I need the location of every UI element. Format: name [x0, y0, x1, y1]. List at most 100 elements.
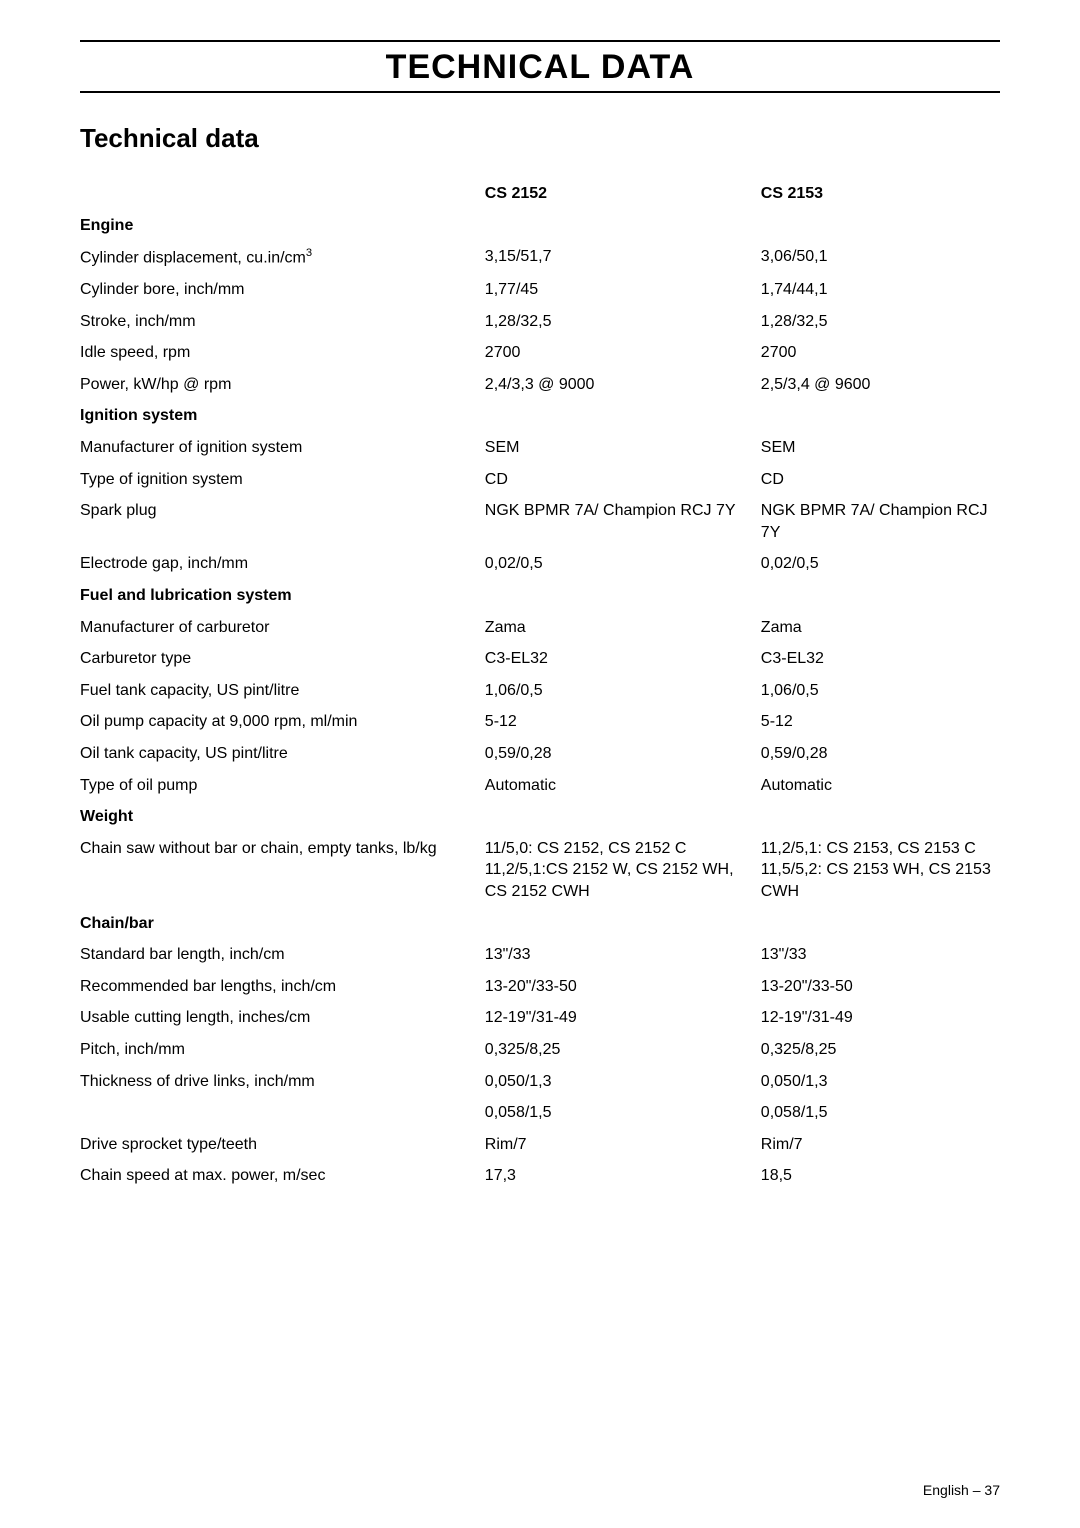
main-title: TECHNICAL DATA — [80, 42, 1000, 91]
section-row: Engine — [80, 210, 1000, 242]
row-col2: 0,058/1,5 — [761, 1097, 1000, 1129]
header-col2: CS 2153 — [761, 178, 1000, 210]
section-title: Engine — [80, 210, 1000, 242]
row-label — [80, 1097, 485, 1129]
row-col1: 1,06/0,5 — [485, 675, 761, 707]
table-row: Pitch, inch/mm0,325/8,250,325/8,25 — [80, 1034, 1000, 1066]
row-col1: 12-19"/31-49 — [485, 1002, 761, 1034]
row-label: Manufacturer of carburetor — [80, 612, 485, 644]
row-col1: 1,28/32,5 — [485, 306, 761, 338]
row-label: Cylinder displacement, cu.in/cm3 — [80, 241, 485, 274]
table-row: Type of oil pumpAutomaticAutomatic — [80, 770, 1000, 802]
section-title: Ignition system — [80, 400, 1000, 432]
row-col1: Rim/7 — [485, 1129, 761, 1161]
section-title: Fuel and lubrication system — [80, 580, 1000, 612]
section-title: Chain/bar — [80, 908, 1000, 940]
row-col1: Zama — [485, 612, 761, 644]
row-label: Carburetor type — [80, 643, 485, 675]
row-label: Idle speed, rpm — [80, 337, 485, 369]
section-row: Ignition system — [80, 400, 1000, 432]
header-label — [80, 178, 485, 210]
row-col2: 13"/33 — [761, 939, 1000, 971]
footer-page: 37 — [984, 1482, 1000, 1498]
section-row: Fuel and lubrication system — [80, 580, 1000, 612]
row-col1: 17,3 — [485, 1160, 761, 1192]
row-label: Pitch, inch/mm — [80, 1034, 485, 1066]
page: TECHNICAL DATA Technical data CS 2152CS … — [0, 0, 1080, 1528]
row-col1: 11/5,0: CS 2152, CS 2152 C 11,2/5,1:CS 2… — [485, 833, 761, 908]
row-col2: 18,5 — [761, 1160, 1000, 1192]
row-label: Oil tank capacity, US pint/litre — [80, 738, 485, 770]
row-col1: 2700 — [485, 337, 761, 369]
row-col1: NGK BPMR 7A/ Champion RCJ 7Y — [485, 495, 761, 548]
title-rule — [80, 91, 1000, 93]
table-row: Drive sprocket type/teethRim/7Rim/7 — [80, 1129, 1000, 1161]
row-col2: 2700 — [761, 337, 1000, 369]
row-col2: 0,02/0,5 — [761, 548, 1000, 580]
footer-lang: English — [923, 1482, 969, 1498]
page-footer: English – 37 — [923, 1482, 1000, 1498]
row-label: Stroke, inch/mm — [80, 306, 485, 338]
row-col2: 2,5/3,4 @ 9600 — [761, 369, 1000, 401]
row-col1: 2,4/3,3 @ 9000 — [485, 369, 761, 401]
table-row: Usable cutting length, inches/cm12-19"/3… — [80, 1002, 1000, 1034]
footer-sep: – — [969, 1482, 985, 1498]
row-label: Type of oil pump — [80, 770, 485, 802]
table-row: Recommended bar lengths, inch/cm 13-20"/3… — [80, 971, 1000, 1003]
row-label: Oil pump capacity at 9,000 rpm, ml/min — [80, 706, 485, 738]
table-row: Chain speed at max. power, m/sec17,318,5 — [80, 1160, 1000, 1192]
row-col2: 1,74/44,1 — [761, 274, 1000, 306]
table-row: Idle speed, rpm27002700 — [80, 337, 1000, 369]
table-row: 0,058/1,50,058/1,5 — [80, 1097, 1000, 1129]
row-col1: Automatic — [485, 770, 761, 802]
row-label: Drive sprocket type/teeth — [80, 1129, 485, 1161]
row-col2: Zama — [761, 612, 1000, 644]
section-row: Weight — [80, 801, 1000, 833]
table-row: Manufacturer of ignition systemSEMSEM — [80, 432, 1000, 464]
row-col2: NGK BPMR 7A/ Champion RCJ 7Y — [761, 495, 1000, 548]
section-row: Chain/bar — [80, 908, 1000, 940]
row-col2: Automatic — [761, 770, 1000, 802]
table-row: Fuel tank capacity, US pint/litre1,06/0,… — [80, 675, 1000, 707]
row-col2: 5-12 — [761, 706, 1000, 738]
table-row: Oil pump capacity at 9,000 rpm, ml/min5-… — [80, 706, 1000, 738]
row-col2: C3-EL32 — [761, 643, 1000, 675]
row-col1: 1,77/45 — [485, 274, 761, 306]
row-label: Cylinder bore, inch/mm — [80, 274, 485, 306]
spec-table: CS 2152CS 2153EngineCylinder displacemen… — [80, 178, 1000, 1192]
row-label: Manufacturer of ignition system — [80, 432, 485, 464]
row-col2: SEM — [761, 432, 1000, 464]
table-row: Carburetor typeC3-EL32C3-EL32 — [80, 643, 1000, 675]
row-label: Power, kW/hp @ rpm — [80, 369, 485, 401]
row-label: Spark plug — [80, 495, 485, 548]
table-row: Power, kW/hp @ rpm2,4/3,3 @ 90002,5/3,4 … — [80, 369, 1000, 401]
table-row: Chain saw without bar or chain, empty ta… — [80, 833, 1000, 908]
row-col2: 12-19"/31-49 — [761, 1002, 1000, 1034]
row-col1: 0,02/0,5 — [485, 548, 761, 580]
row-col1: 0,59/0,28 — [485, 738, 761, 770]
section-title: Weight — [80, 801, 1000, 833]
row-col1: 0,058/1,5 — [485, 1097, 761, 1129]
table-row: Type of ignition systemCDCD — [80, 464, 1000, 496]
row-label: Type of ignition system — [80, 464, 485, 496]
row-col2: 0,325/8,25 — [761, 1034, 1000, 1066]
row-col2: Rim/7 — [761, 1129, 1000, 1161]
row-col1: SEM — [485, 432, 761, 464]
row-label: Chain saw without bar or chain, empty ta… — [80, 833, 485, 908]
table-row: Stroke, inch/mm1,28/32,51,28/32,5 — [80, 306, 1000, 338]
header-row: CS 2152CS 2153 — [80, 178, 1000, 210]
table-row: Cylinder displacement, cu.in/cm33,15/51,… — [80, 241, 1000, 274]
table-row: Manufacturer of carburetorZamaZama — [80, 612, 1000, 644]
row-col1: C3-EL32 — [485, 643, 761, 675]
table-row: Electrode gap, inch/mm0,02/0,50,02/0,5 — [80, 548, 1000, 580]
row-col2: 1,28/32,5 — [761, 306, 1000, 338]
row-col2: 0,050/1,3 — [761, 1066, 1000, 1098]
row-label: Usable cutting length, inches/cm — [80, 1002, 485, 1034]
table-row: Thickness of drive links, inch/mm0,050/1… — [80, 1066, 1000, 1098]
row-label: Electrode gap, inch/mm — [80, 548, 485, 580]
row-col1: 5-12 — [485, 706, 761, 738]
row-col2: 0,59/0,28 — [761, 738, 1000, 770]
row-col2: 13-20"/33-50 — [761, 971, 1000, 1003]
row-label: Recommended bar lengths, inch/cm — [80, 971, 485, 1003]
subtitle: Technical data — [80, 123, 1000, 154]
